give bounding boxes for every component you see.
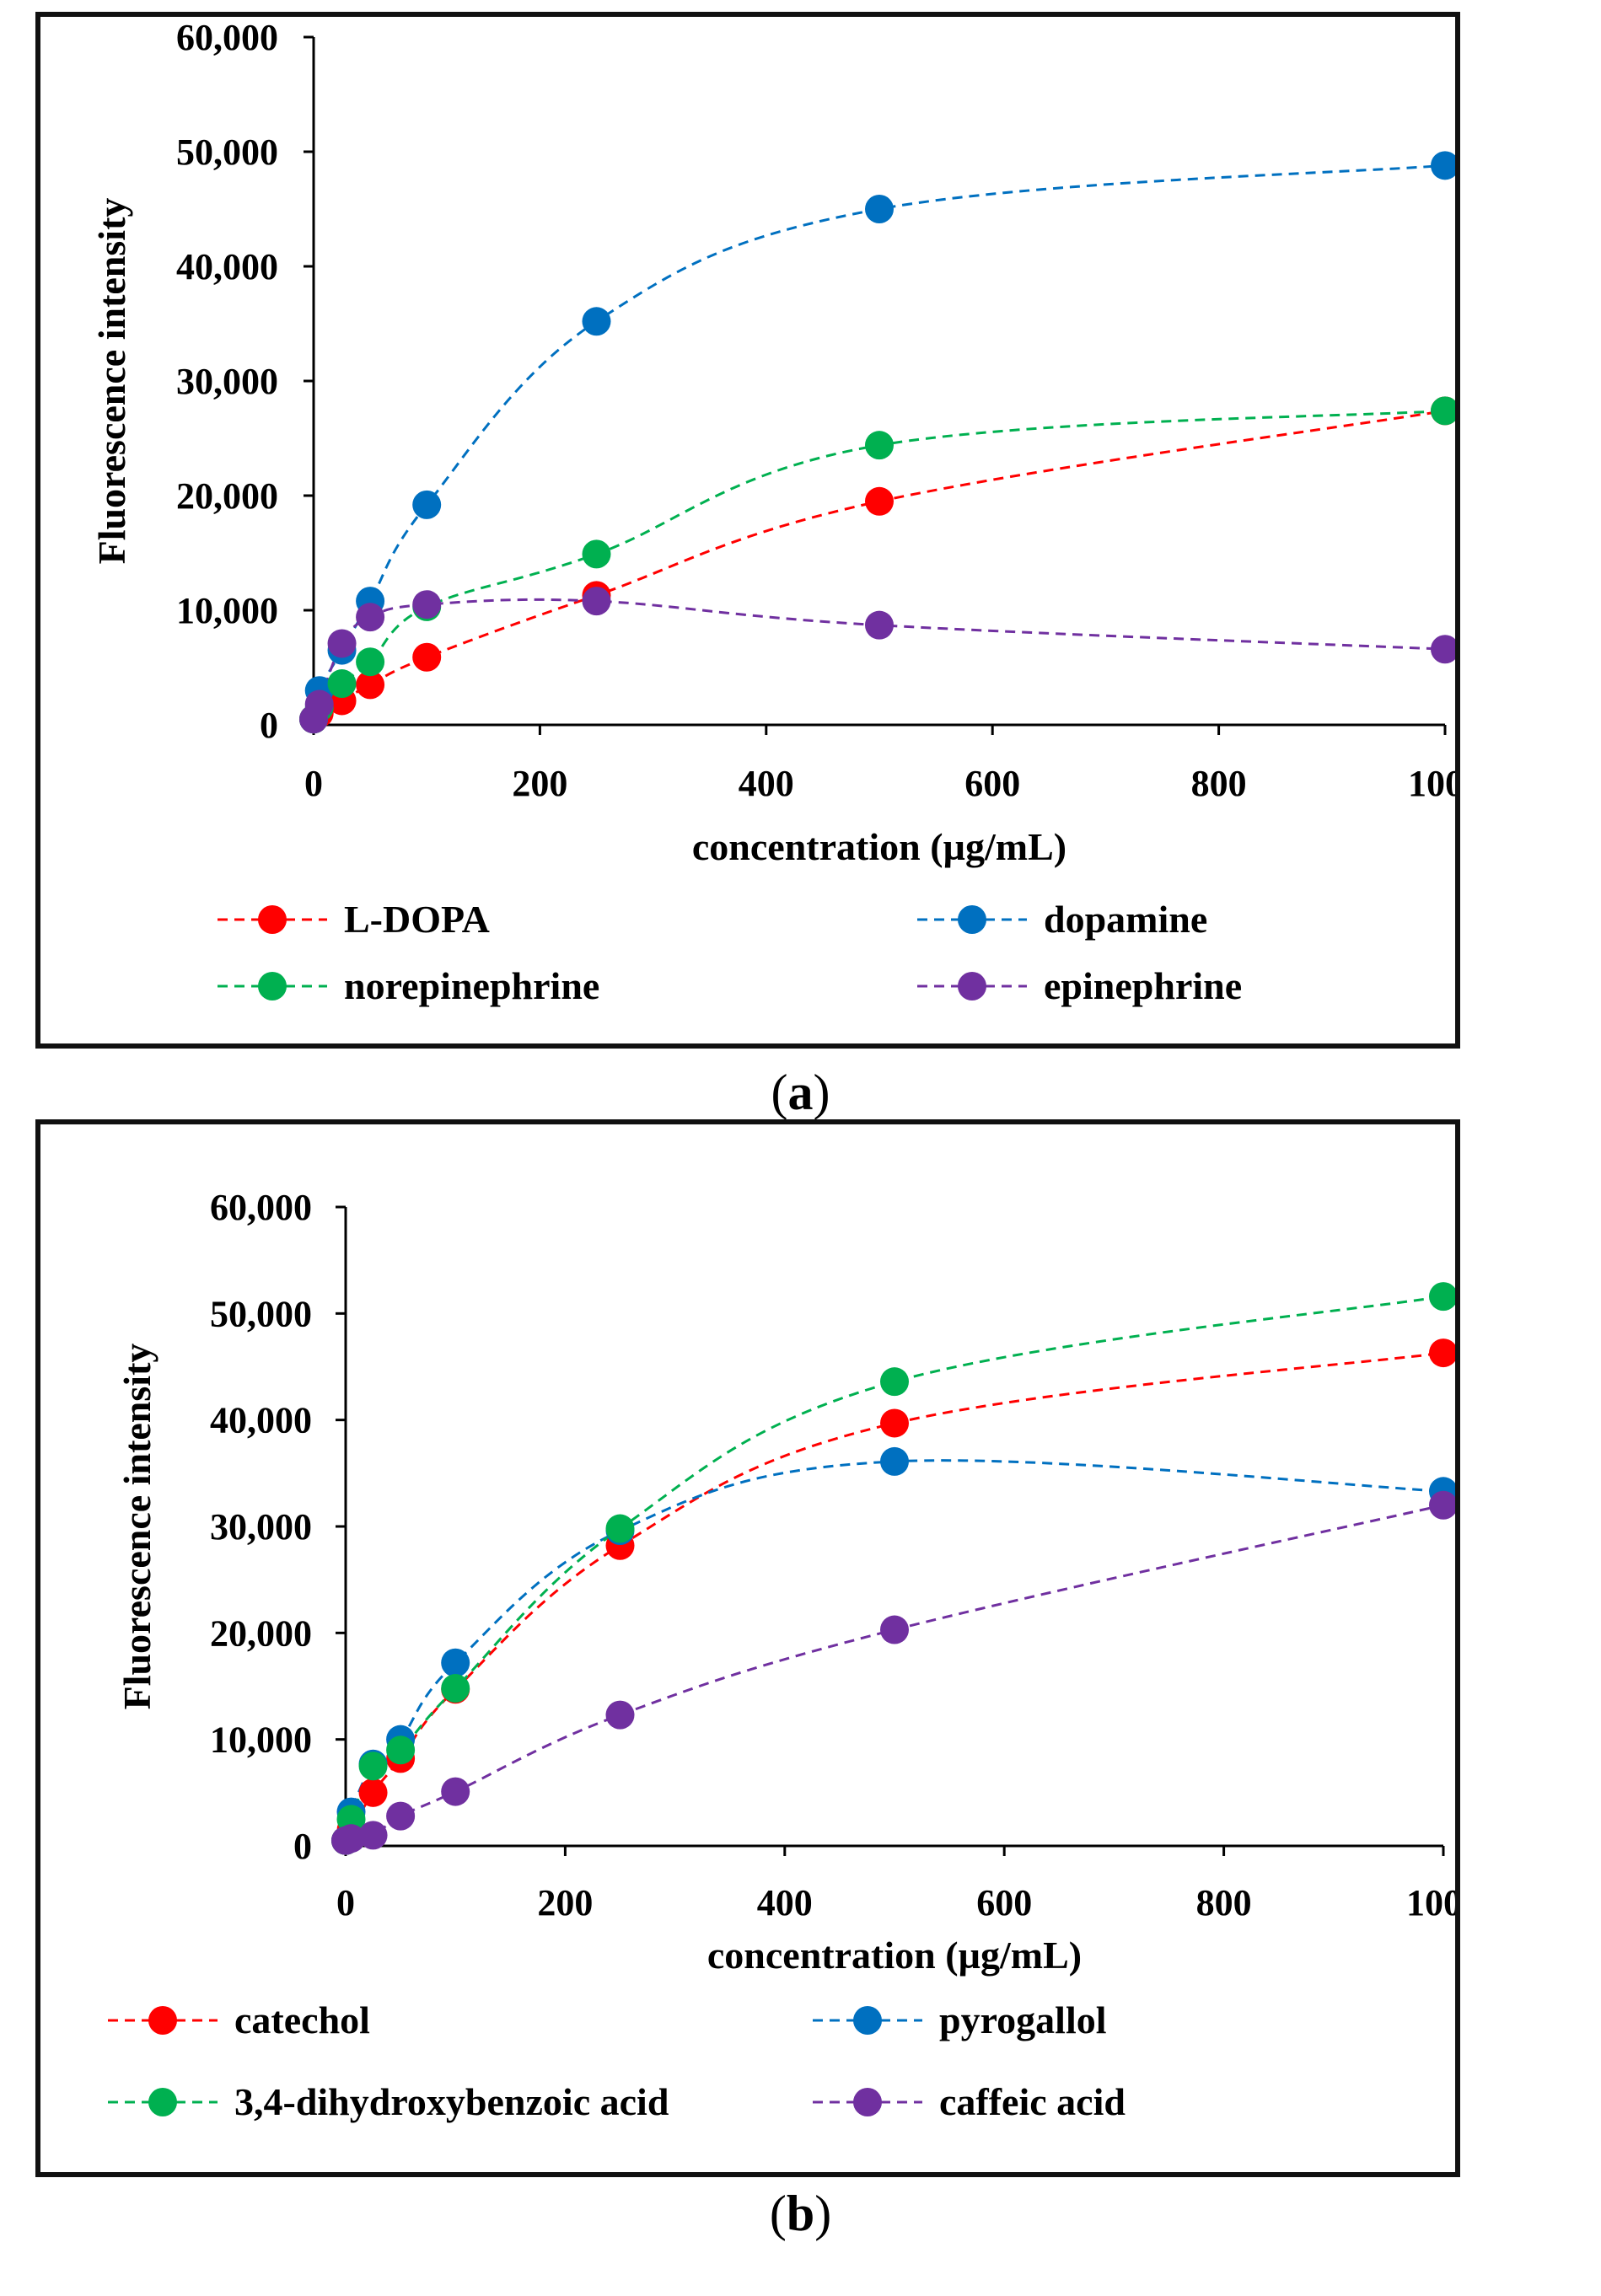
data-point-b-3 [336, 1824, 366, 1853]
data-point-b-3 [880, 1615, 909, 1644]
legend-marker [148, 2006, 177, 2035]
data-point-a-3 [304, 689, 334, 719]
x-tick-label: 400 [757, 1882, 813, 1923]
y-tick-label: 40,000 [176, 246, 278, 287]
data-point-a-3 [327, 629, 357, 658]
data-point-a-3 [356, 603, 385, 632]
data-point-b-2 [358, 1752, 388, 1781]
legend-label: caffeic acid [939, 2080, 1126, 2123]
data-point-a-0 [865, 486, 894, 516]
y-tick-label: 0 [260, 705, 278, 746]
x-tick-label: 600 [976, 1882, 1032, 1923]
data-point-b-3 [441, 1777, 470, 1806]
legend-label: epinephrine [1044, 964, 1242, 1007]
y-tick-label: 20,000 [176, 475, 278, 517]
legend-label: dopamine [1044, 898, 1207, 941]
data-point-a-2 [327, 669, 357, 699]
data-point-a-0 [412, 642, 442, 672]
x-tick-label: 400 [739, 763, 794, 804]
data-point-b-2 [386, 1735, 416, 1765]
legend-marker [258, 905, 287, 934]
caption-a-letter: a [787, 1065, 814, 1120]
data-point-a-3 [865, 610, 894, 640]
x-tick-label: 800 [1196, 1882, 1252, 1923]
y-tick-label: 50,000 [210, 1293, 312, 1334]
series-line-b-1 [344, 1459, 1444, 1841]
data-point-b-2 [1429, 1282, 1458, 1312]
y-tick-label: 20,000 [210, 1612, 312, 1654]
y-tick-label: 30,000 [210, 1506, 312, 1548]
y-tick-label: 0 [293, 1826, 312, 1867]
data-point-b-0 [358, 1778, 388, 1807]
y-tick-label: 60,000 [210, 1187, 312, 1228]
data-point-b-3 [605, 1700, 635, 1730]
data-point-b-2 [880, 1367, 909, 1397]
y-tick-label: 10,000 [210, 1719, 312, 1761]
data-point-a-0 [356, 670, 385, 700]
legend-marker [148, 2088, 177, 2116]
x-tick-label: 800 [1191, 763, 1247, 804]
legend-label: 3,4-dihydroxybenzoic acid [234, 2080, 669, 2123]
caption-b-letter: b [786, 2186, 815, 2241]
data-point-a-2 [582, 539, 611, 569]
chart-a-svg: 0 10,000 20,000 30,000 40,000 50,000 60,000 0 20… [90, 17, 1482, 1007]
legend-marker [258, 972, 287, 1000]
y-tick-label: 60,000 [176, 17, 278, 58]
x-axis-title: concentration (µg/mL) [707, 1934, 1082, 1977]
chart-panel-a: 0 10,000 20,000 30,000 40,000 50,000 60,000 0 20… [35, 12, 1482, 1049]
y-axis-title: Fluorescence intensity [90, 198, 133, 565]
legend-label: catechol [234, 1998, 370, 2041]
chart-panel-b: 0 10,000 20,000 30,000 40,000 50,000 60,000 0 20… [35, 1119, 1480, 2177]
data-point-b-3 [358, 1821, 388, 1850]
data-point-b-3 [1429, 1490, 1458, 1520]
series-line-a-3 [312, 598, 1446, 720]
legend-marker [853, 2088, 882, 2116]
data-point-a-1 [412, 490, 442, 519]
series-line-a-0 [312, 409, 1446, 721]
x-tick-label: 200 [512, 763, 567, 804]
data-point-b-1 [441, 1648, 470, 1677]
caption-b: (b) [769, 2186, 832, 2241]
data-point-b-1 [880, 1446, 909, 1476]
legend-label: pyrogallol [939, 1998, 1107, 2041]
x-tick-label: 0 [304, 763, 323, 804]
legend-label: L-DOPA [344, 898, 490, 941]
y-tick-label: 50,000 [176, 131, 278, 173]
chart-b-svg: 0 10,000 20,000 30,000 40,000 50,000 60,000 0 20… [108, 1187, 1480, 2123]
data-point-b-0 [1429, 1338, 1458, 1368]
data-point-b-2 [441, 1674, 470, 1703]
legend-marker [853, 2006, 882, 2035]
x-axis-title: concentration (µg/mL) [692, 825, 1066, 868]
data-point-a-2 [865, 431, 894, 460]
data-point-a-3 [1431, 635, 1459, 664]
data-point-b-3 [386, 1801, 416, 1831]
y-tick-label: 10,000 [176, 590, 278, 631]
data-point-a-2 [1431, 396, 1459, 426]
data-point-a-3 [582, 587, 611, 616]
legend-marker [958, 972, 986, 1000]
caption-a: (a) [771, 1065, 830, 1120]
data-point-a-3 [412, 590, 442, 620]
data-point-a-2 [356, 647, 385, 677]
data-point-a-1 [1431, 151, 1459, 180]
x-tick-label: 1000 [1406, 1882, 1455, 1923]
y-tick-label: 40,000 [210, 1400, 312, 1441]
series-line-b-3 [345, 1504, 1444, 1843]
data-point-b-2 [605, 1514, 635, 1543]
y-axis-title: Fluorescence intensity [116, 1344, 158, 1710]
data-point-a-1 [865, 195, 894, 223]
x-tick-label: 200 [537, 1882, 593, 1923]
legend-label: norepinephrine [344, 964, 599, 1007]
legend-marker [958, 905, 986, 934]
data-point-b-0 [880, 1408, 909, 1438]
x-tick-label: 1000 [1408, 763, 1455, 804]
x-tick-label: 600 [964, 763, 1020, 804]
y-tick-label: 30,000 [176, 361, 278, 402]
data-point-a-1 [582, 307, 611, 336]
x-tick-label: 0 [336, 1882, 355, 1923]
